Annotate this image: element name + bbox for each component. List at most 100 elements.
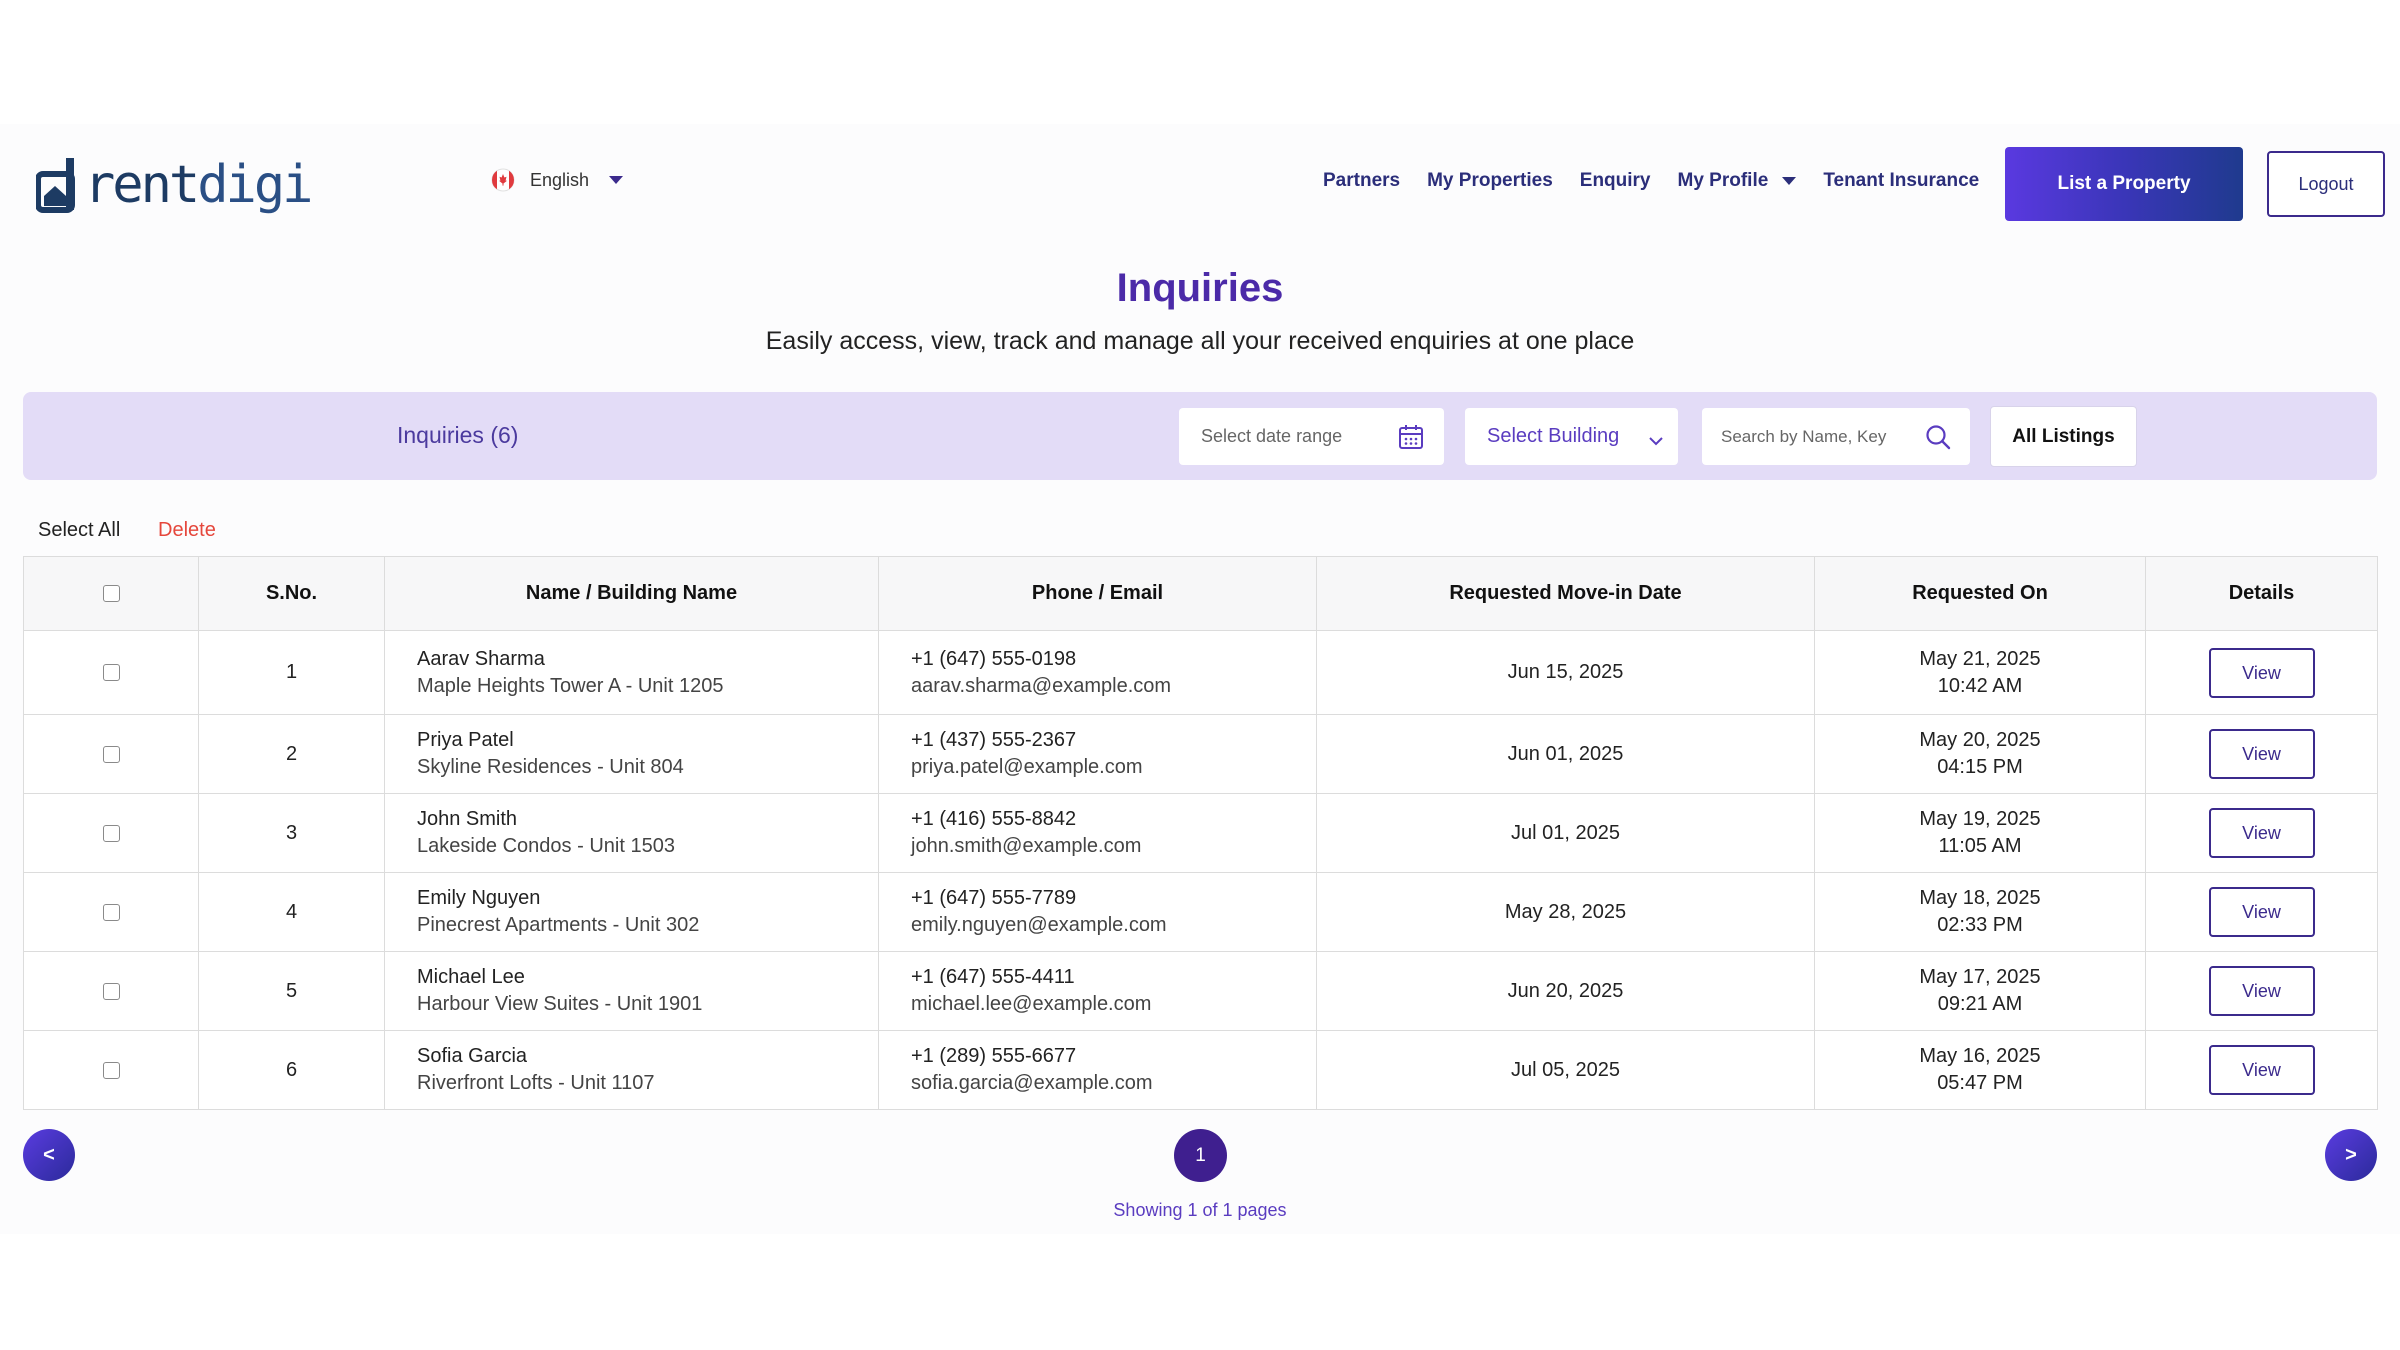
email-address: emily.nguyen@example.com [911, 914, 1167, 936]
move-in-date-cell: May 28, 2025 [1316, 872, 1815, 952]
requested-time: 09:21 AM [1937, 993, 2023, 1015]
nav-enquiry[interactable]: Enquiry [1579, 170, 1651, 191]
building-name: Riverfront Lofts - Unit 1107 [417, 1072, 655, 1094]
column-header-name: Name / Building Name [384, 556, 879, 631]
next-page-button[interactable]: > [2325, 1129, 2377, 1181]
phone-number: +1 (647) 555-4411 [911, 966, 1075, 988]
row-checkbox[interactable] [102, 982, 120, 1000]
requested-on-cell: May 16, 2025 05:47 PM [1814, 1030, 2146, 1110]
nav-tenant-insurance[interactable]: Tenant Insurance [1823, 170, 1980, 191]
building-name: Maple Heights Tower A - Unit 1205 [417, 674, 724, 697]
contact-cell: +1 (647) 555-0198 aarav.sharma@example.co… [878, 630, 1317, 715]
phone-number: +1 (416) 555-8842 [911, 808, 1077, 830]
column-header-sno: S.No. [198, 556, 385, 631]
date-range-input[interactable] [1201, 426, 1391, 447]
tenant-name: John Smith [417, 808, 518, 830]
view-button[interactable]: View [2208, 1045, 2315, 1095]
name-cell: Priya Patel Skyline Residences - Unit 804 [384, 714, 879, 794]
search-input[interactable] [1721, 426, 1911, 447]
row-checkbox[interactable] [102, 824, 120, 842]
logo-text: rentdigi [84, 159, 313, 211]
email-address: john.smith@example.com [911, 835, 1142, 857]
caret-down-icon [609, 176, 624, 184]
nav-my-profile-label: My Profile [1677, 170, 1769, 191]
page-title: Inquiries [1116, 266, 1284, 310]
details-cell: View [2145, 872, 2378, 952]
search-field[interactable] [1702, 408, 1970, 465]
all-listings-button[interactable]: All Listings [1990, 406, 2137, 467]
building-name: Harbour View Suites - Unit 1901 [417, 993, 703, 1015]
details-cell: View [2145, 793, 2378, 873]
row-checkbox[interactable] [102, 1061, 120, 1079]
column-header-contact: Phone / Email [878, 556, 1317, 631]
delete-link[interactable]: Delete [158, 519, 216, 541]
rentdigi-logo[interactable]: rentdigi [35, 150, 313, 220]
row-select-cell [23, 951, 199, 1031]
move-in-date-cell: Jun 20, 2025 [1316, 951, 1815, 1031]
tenant-name: Aarav Sharma [417, 647, 545, 670]
details-cell: View [2145, 951, 2378, 1031]
email-address: priya.patel@example.com [911, 756, 1143, 778]
nav-my-profile[interactable]: My Profile [1678, 170, 1797, 192]
row-checkbox[interactable] [102, 745, 120, 763]
tenant-name: Emily Nguyen [417, 887, 541, 909]
language-selector[interactable]: English [488, 168, 624, 192]
select-all-checkbox[interactable] [102, 585, 120, 603]
row-checkbox[interactable] [102, 664, 120, 682]
pagination-info: Showing 1 of 1 pages [1113, 1200, 1287, 1220]
name-cell: Aarav Sharma Maple Heights Tower A - Unit… [384, 630, 879, 715]
page-number-button[interactable]: 1 [1174, 1129, 1227, 1182]
details-cell: View [2145, 1030, 2378, 1110]
select-all-link[interactable]: Select All [38, 519, 121, 541]
column-header-requested-on: Requested On [1814, 556, 2146, 631]
previous-page-button[interactable]: < [23, 1129, 75, 1181]
row-checkbox[interactable] [102, 903, 120, 921]
page-subtitle: Easily access, view, track and manage al… [765, 327, 1635, 355]
building-name: Lakeside Condos - Unit 1503 [417, 835, 675, 857]
calendar-icon[interactable] [1398, 424, 1424, 450]
name-cell: Emily Nguyen Pinecrest Apartments - Unit … [384, 872, 879, 952]
logo-text-digi: digi [197, 155, 313, 215]
view-button[interactable]: View [2208, 966, 2315, 1016]
caret-down-icon [1782, 177, 1797, 185]
requested-date: May 17, 2025 [1919, 966, 2041, 988]
requested-date: May 19, 2025 [1919, 808, 2041, 830]
phone-number: +1 (647) 555-0198 [911, 647, 1077, 670]
contact-cell: +1 (647) 555-4411 michael.lee@example.com [878, 951, 1317, 1031]
view-button[interactable]: View [2208, 647, 2315, 698]
table-row: 1 Aarav Sharma Maple Heights Tower A - Un… [23, 630, 2378, 715]
view-button[interactable]: View [2208, 729, 2315, 779]
building-select[interactable]: Select Building [1465, 408, 1678, 465]
requested-on-cell: May 18, 2025 02:33 PM [1814, 872, 2146, 952]
requested-time: 05:47 PM [1937, 1072, 2023, 1094]
view-button[interactable]: View [2208, 808, 2315, 858]
row-select-cell [23, 714, 199, 794]
requested-date: May 16, 2025 [1919, 1045, 2041, 1067]
search-icon[interactable] [1924, 423, 1952, 451]
list-property-button[interactable]: List a Property [2005, 147, 2243, 221]
requested-time: 02:33 PM [1937, 914, 2023, 936]
table-row: 4 Emily Nguyen Pinecrest Apartments - Uni… [23, 872, 2378, 952]
date-range-field[interactable] [1179, 408, 1444, 465]
tenant-name: Michael Lee [417, 966, 525, 988]
nav-my-properties[interactable]: My Properties [1427, 170, 1553, 191]
contact-cell: +1 (647) 555-7789 emily.nguyen@example.co… [878, 872, 1317, 952]
requested-on-cell: May 19, 2025 11:05 AM [1814, 793, 2146, 873]
name-cell: Sofia Garcia Riverfront Lofts - Unit 1107 [384, 1030, 879, 1110]
table-row: 3 John Smith Lakeside Condos - Unit 1503 … [23, 793, 2378, 873]
requested-on-cell: May 21, 2025 10:42 AM [1814, 630, 2146, 715]
requested-time: 04:15 PM [1937, 756, 2023, 778]
nav-partners[interactable]: Partners [1323, 170, 1401, 191]
requested-date: May 18, 2025 [1919, 887, 2041, 909]
view-button[interactable]: View [2208, 887, 2315, 937]
requested-date: May 20, 2025 [1919, 729, 2041, 751]
move-in-date-cell: Jul 05, 2025 [1316, 1030, 1815, 1110]
inquiries-table: S.No. Name / Building Name Phone / Email… [23, 556, 2378, 1110]
row-select-cell [23, 793, 199, 873]
language-label: English [530, 169, 590, 190]
logout-button[interactable]: Logout [2267, 151, 2385, 217]
logo-text-rent: rent [84, 155, 200, 215]
tenant-name: Priya Patel [417, 729, 514, 751]
table-row: 2 Priya Patel Skyline Residences - Unit 8… [23, 714, 2378, 794]
